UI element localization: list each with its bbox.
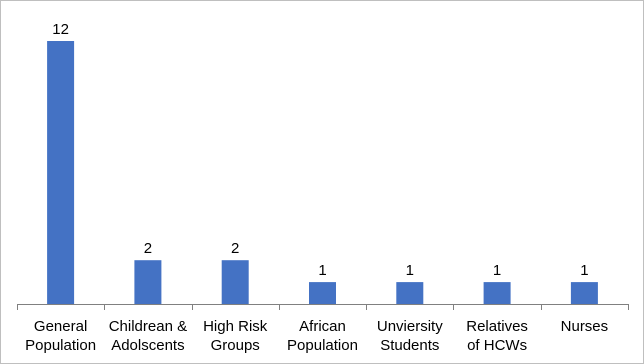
bar-6 xyxy=(483,282,511,304)
bar-4 xyxy=(309,282,336,304)
category-label-1: General Population xyxy=(25,318,96,354)
data-label-3: 2 xyxy=(231,240,239,257)
bar-1 xyxy=(47,41,75,304)
data-label-7: 1 xyxy=(580,262,588,279)
category-label-7: Nurses xyxy=(561,318,609,335)
bar-5 xyxy=(396,282,424,304)
plot-area: 12 2 2 1 1 1 1 General Population Childrean & Adol… xyxy=(17,21,629,354)
bar-3 xyxy=(221,260,249,304)
category-label-6: Relatives of HCWs xyxy=(466,318,528,354)
category-label-2: Childrean & Adolscents xyxy=(109,318,187,354)
data-label-1: 12 xyxy=(52,21,69,38)
category-label-4: African Population xyxy=(287,318,358,354)
category-label-5: Unviersity Students xyxy=(377,318,443,354)
data-label-6: 1 xyxy=(493,262,501,279)
data-label-2: 2 xyxy=(144,240,152,257)
data-label-4: 1 xyxy=(318,262,326,279)
bar-2 xyxy=(134,260,162,304)
category-label-3: High Risk Groups xyxy=(203,318,268,354)
bar-7 xyxy=(570,282,598,304)
data-label-5: 1 xyxy=(406,262,414,279)
